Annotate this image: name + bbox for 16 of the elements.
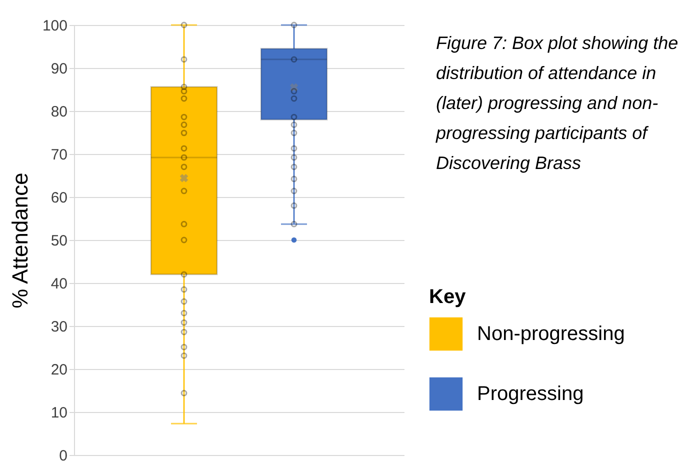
legend-label: Non-progressing bbox=[477, 323, 625, 345]
legend-title: Key bbox=[429, 286, 467, 308]
y-tick-label: 80 bbox=[50, 104, 68, 120]
y-tick-label: 90 bbox=[50, 60, 68, 78]
y-tick-label: 30 bbox=[50, 318, 68, 336]
y-tick-label: 50 bbox=[50, 232, 68, 250]
y-tick-label: 100 bbox=[42, 18, 68, 34]
legend-label: Progressing bbox=[477, 383, 584, 405]
text: Figure 7: Box plot showing the distribution of attendance in (later) progressing and non-progressing participants of Discovering Brass bbox=[436, 32, 680, 175]
y-tick-label: 70 bbox=[50, 146, 68, 164]
y-tick-label: 40 bbox=[50, 276, 68, 292]
y-tick-label: 20 bbox=[50, 362, 68, 378]
y-tick-label: 10 bbox=[50, 404, 68, 422]
y-tick-label: 60 bbox=[50, 190, 68, 206]
y-tick-label: 0 bbox=[59, 448, 68, 463]
y-axis-title: % Attendance bbox=[7, 172, 32, 308]
